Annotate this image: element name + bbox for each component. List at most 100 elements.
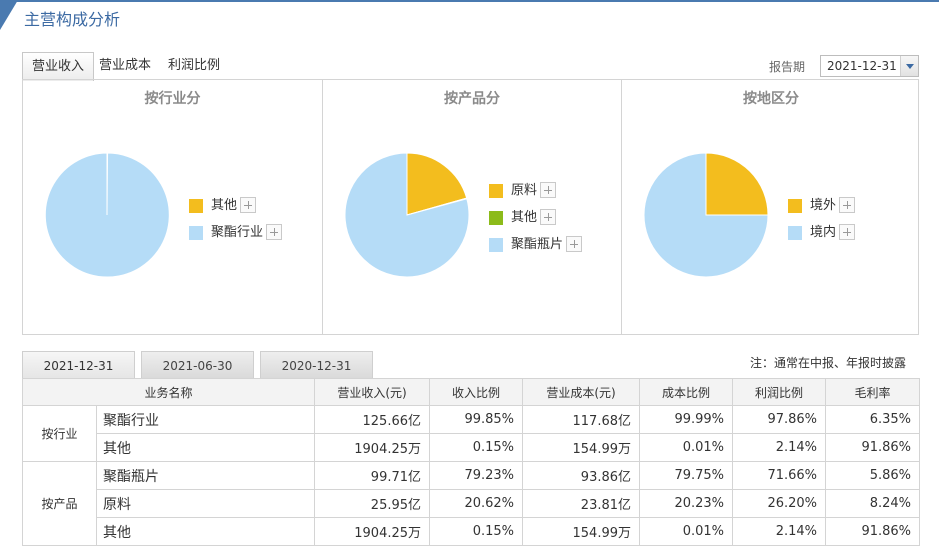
section-title: 主营构成分析 xyxy=(24,10,121,29)
industry-pie-chart xyxy=(44,152,170,278)
cell-profit-ratio: 26.20% xyxy=(732,489,827,518)
expand-plus-icon[interactable] xyxy=(839,223,856,240)
header-business-name: 业务名称 xyxy=(21,378,316,406)
tab-revenue[interactable]: 营业收入 xyxy=(22,52,95,81)
legend-swatch-polyester xyxy=(189,226,203,240)
cell-cost: 117.68亿 xyxy=(522,405,641,434)
row-name: 聚酯行业 xyxy=(95,405,316,434)
industry-chart-title: 按行业分 xyxy=(144,91,201,107)
cell-cost: 93.86亿 xyxy=(522,461,641,490)
expand-plus-icon[interactable] xyxy=(566,235,583,252)
cell-cost-ratio: 0.01% xyxy=(639,517,734,546)
header-cost: 营业成本(元) xyxy=(522,378,641,406)
expand-plus-icon[interactable] xyxy=(266,223,283,240)
header-gross-margin: 毛利率 xyxy=(825,378,921,406)
legend-swatch-domestic xyxy=(788,226,802,240)
row-name: 原料 xyxy=(95,489,316,518)
cell-profit-ratio: 97.86% xyxy=(732,405,827,434)
table-row: 原料 25.95亿 20.62% 23.81亿 20.23% 26.20% 8.… xyxy=(23,489,921,518)
table-row: 按产品 聚酯瓶片 99.71亿 79.23% 93.86亿 79.75% 71.… xyxy=(22,461,921,546)
cell-gross-margin: 91.86% xyxy=(825,517,921,546)
table-row: 按行业 聚酯行业 125.66亿 99.85% 117.68亿 99.99% 9… xyxy=(22,405,921,462)
report-period-select[interactable]: 2021-12-31 xyxy=(820,55,919,77)
cell-revenue-ratio: 99.85% xyxy=(429,405,524,434)
header-rule xyxy=(0,0,939,2)
legend-swatch-raw-material xyxy=(489,184,503,198)
header-profit-ratio: 利润比例 xyxy=(732,378,827,406)
product-pie-slice-2[interactable] xyxy=(344,152,470,278)
row-name: 其他 xyxy=(95,433,316,462)
product-pie-slice-0[interactable] xyxy=(406,152,468,216)
cell-revenue-ratio: 0.15% xyxy=(429,433,524,462)
product-panel: 按产品分 原料 其他 聚酯瓶片 xyxy=(322,80,621,334)
pie-charts-area: 按行业分 其他 聚酯行业 按产品分 原料 其他 xyxy=(22,79,919,335)
expand-plus-icon[interactable] xyxy=(240,196,257,213)
date-tab-2021-06-30[interactable]: 2021-06-30 xyxy=(141,351,254,379)
region-chart-title: 按地区分 xyxy=(743,91,799,107)
cell-revenue: 25.95亿 xyxy=(314,489,431,518)
cell-profit-ratio: 2.14% xyxy=(732,433,827,462)
header-cost-ratio: 成本比例 xyxy=(639,378,734,406)
header-corner-decoration xyxy=(0,0,18,30)
cell-cost-ratio: 79.75% xyxy=(639,461,734,490)
legend-label-domestic: 境内 xyxy=(810,225,837,240)
date-tab-2020-12-31[interactable]: 2020-12-31 xyxy=(260,351,373,379)
cell-gross-margin: 8.24% xyxy=(825,489,921,518)
group-label-industry: 按行业 xyxy=(22,405,97,462)
table-row: 其他 1904.25万 0.15% 154.99万 0.01% 2.14% 91… xyxy=(23,517,921,546)
legend-swatch-bottle-chip xyxy=(489,238,503,252)
cell-cost: 154.99万 xyxy=(522,433,641,462)
row-name: 聚酯瓶片 xyxy=(95,461,316,490)
report-period-value: 2021-12-31 xyxy=(827,59,897,73)
composition-table: 业务名称 营业收入(元) 收入比例 营业成本(元) 成本比例 利润比例 毛利率 … xyxy=(21,378,921,546)
group-label-product: 按产品 xyxy=(22,461,97,546)
cell-revenue: 99.71亿 xyxy=(314,461,431,490)
region-pie-chart xyxy=(643,152,769,278)
cell-gross-margin: 91.86% xyxy=(825,433,921,462)
expand-plus-icon[interactable] xyxy=(540,181,557,198)
legend-label-other: 其他 xyxy=(511,210,538,225)
legend-swatch-other xyxy=(489,211,503,225)
report-period-label: 报告期 xyxy=(769,60,806,74)
disclosure-note: 注：通常在中报、年报时披露 xyxy=(750,356,907,370)
legend-swatch-other xyxy=(189,199,203,213)
legend-label-other: 其他 xyxy=(211,198,238,213)
legend-swatch-overseas xyxy=(788,199,802,213)
cell-profit-ratio: 2.14% xyxy=(732,517,827,546)
legend-label-overseas: 境外 xyxy=(810,198,837,213)
expand-plus-icon[interactable] xyxy=(839,196,856,213)
cell-revenue: 1904.25万 xyxy=(314,433,431,462)
product-chart-title: 按产品分 xyxy=(444,91,500,107)
header-revenue-ratio: 收入比例 xyxy=(429,378,524,406)
date-tab-2021-12-31[interactable]: 2021-12-31 xyxy=(22,351,135,380)
industry-pie-slice-1[interactable] xyxy=(44,152,170,278)
cell-cost-ratio: 99.99% xyxy=(639,405,734,434)
cell-cost-ratio: 0.01% xyxy=(639,433,734,462)
cell-revenue-ratio: 0.15% xyxy=(429,517,524,546)
cell-revenue-ratio: 79.23% xyxy=(429,461,524,490)
legend-label-raw-material: 原料 xyxy=(511,183,538,198)
cell-gross-margin: 6.35% xyxy=(825,405,921,434)
cell-cost: 23.81亿 xyxy=(522,489,641,518)
cell-cost: 154.99万 xyxy=(522,517,641,546)
region-pie-slice-0[interactable] xyxy=(705,152,769,216)
cell-revenue: 125.66亿 xyxy=(314,405,431,434)
cell-gross-margin: 5.86% xyxy=(825,461,921,490)
section-header: 主营构成分析 xyxy=(0,0,939,32)
cell-revenue-ratio: 20.62% xyxy=(429,489,524,518)
region-panel: 按地区分 境外 境内 xyxy=(621,80,920,334)
region-pie-slice-1[interactable] xyxy=(643,152,769,278)
tab-profit-ratio[interactable]: 利润比例 xyxy=(168,58,221,73)
table-row: 其他 1904.25万 0.15% 154.99万 0.01% 2.14% 91… xyxy=(23,433,921,462)
tab-cost[interactable]: 营业成本 xyxy=(99,58,152,73)
cell-profit-ratio: 71.66% xyxy=(732,461,827,490)
legend-label-bottle-chip: 聚酯瓶片 xyxy=(511,237,564,252)
legend-label-polyester: 聚酯行业 xyxy=(211,225,264,240)
dropdown-arrow-icon[interactable] xyxy=(900,56,918,76)
row-name: 其他 xyxy=(95,517,316,546)
expand-plus-icon[interactable] xyxy=(540,208,557,225)
product-pie-chart xyxy=(344,152,470,278)
cell-revenue: 1904.25万 xyxy=(314,517,431,546)
table-header-row: 业务名称 营业收入(元) 收入比例 营业成本(元) 成本比例 利润比例 毛利率 xyxy=(21,378,921,406)
header-revenue: 营业收入(元) xyxy=(314,378,431,406)
